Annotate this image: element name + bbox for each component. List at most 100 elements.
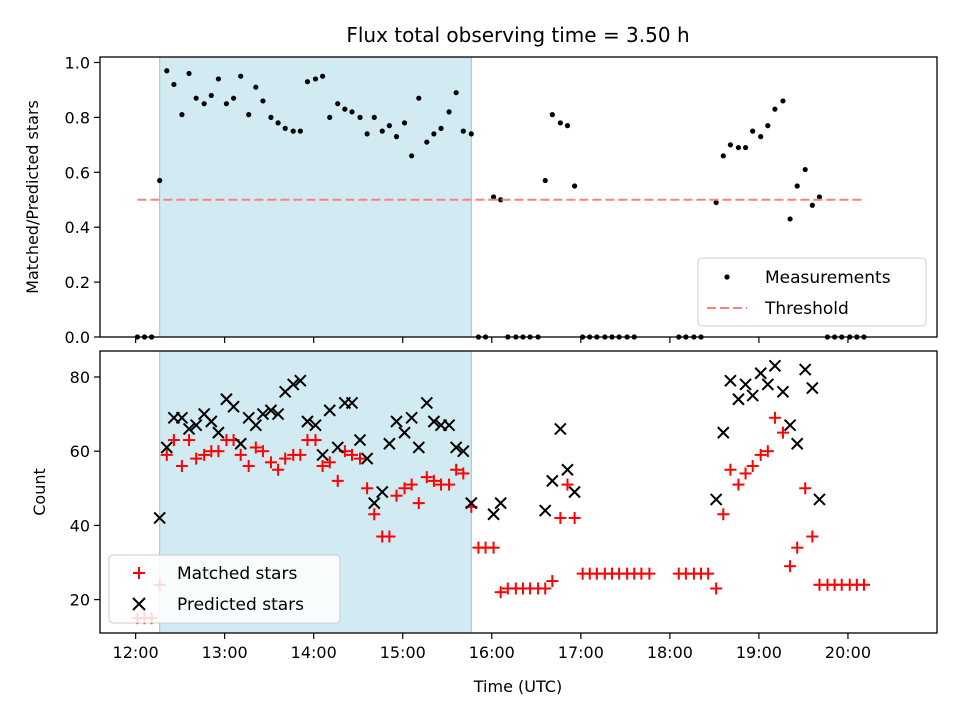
matched-stars-point — [405, 478, 418, 491]
predicted-stars-point — [709, 493, 723, 506]
measurements-point — [327, 114, 333, 120]
matched-stars-point — [234, 448, 247, 461]
measurements-point — [357, 114, 363, 120]
predicted-stars-point — [271, 407, 285, 421]
predicted-stars-point — [345, 396, 359, 410]
predicted-stars-point — [205, 415, 218, 428]
predicted-stars-point — [790, 437, 804, 450]
predicted-stars-point — [539, 504, 552, 517]
predicted-stars-point — [256, 407, 270, 421]
predicted-stars-point — [442, 419, 456, 432]
threshold-legend-label: Threshold — [764, 299, 849, 319]
measurements-point — [201, 101, 207, 107]
measurements-point — [320, 73, 326, 79]
measurements-point — [794, 183, 800, 189]
measurements-point — [342, 106, 348, 112]
measurements-point — [179, 112, 185, 118]
predicted-stars-point — [390, 415, 403, 428]
matched-stars-point — [754, 448, 767, 461]
matched-stars-point — [331, 474, 344, 487]
bottom-panel-legend: Matched stars Predicted stars — [108, 554, 341, 624]
measurements-point — [312, 76, 319, 82]
matched-stars-point — [175, 460, 188, 473]
measurements-point — [193, 95, 199, 101]
matched-stars-point — [412, 497, 425, 510]
top-panel: 0.0 0.2 0.4 0.6 0.8 1.0 Matched/Predicted sta… — [23, 53, 938, 347]
predicted-stars-point — [160, 441, 173, 454]
predicted-stars-point — [487, 508, 500, 521]
predicted-stars-point — [754, 367, 767, 380]
measurements-point — [282, 125, 288, 131]
predicted-stars-point — [813, 493, 826, 506]
matched-stars-point — [806, 530, 819, 543]
bottom-panel-series — [131, 359, 870, 625]
x-tick-label: 12:00 — [113, 643, 159, 662]
predicted-stars-point — [465, 496, 478, 510]
measurements-point — [335, 101, 341, 107]
matched-stars-point — [450, 463, 463, 476]
measurements-point — [549, 112, 555, 118]
measurements-point — [758, 134, 764, 140]
measurements-legend-marker — [724, 274, 730, 280]
measurements-point — [713, 199, 719, 206]
top-panel-y-axis: 0.0 0.2 0.4 0.6 0.8 1.0 — [65, 53, 100, 347]
matched-stars-point — [183, 434, 196, 447]
predicted-stars-point — [264, 404, 278, 417]
matched-stars-point — [309, 434, 322, 447]
matched-stars-point — [457, 467, 470, 480]
matched-stars-point — [272, 463, 285, 476]
measurements-point — [215, 76, 222, 82]
matched-stars-point — [443, 478, 456, 491]
predicted-stars-legend-label: Predicted stars — [177, 595, 304, 615]
predicted-stars-point — [783, 419, 797, 432]
bottom-panel-x-axis: 12:00 13:00 14:00 15:00 16:00 17:00 18:00 19:00… — [113, 633, 871, 662]
measurements-point — [765, 123, 771, 129]
x-tick-label: 14:00 — [291, 643, 337, 662]
x-tick-label: 17:00 — [558, 643, 604, 662]
x-tick-label: 20:00 — [825, 643, 871, 662]
measurements-point — [742, 144, 749, 151]
predicted-stars-point — [546, 474, 559, 488]
top-panel-frame — [99, 56, 938, 338]
predicted-stars-point — [761, 378, 775, 391]
x-tick-label: 15:00 — [380, 643, 426, 662]
y-tick-label: 0.0 — [65, 328, 90, 347]
measurements-point — [401, 120, 408, 126]
matched-stars-point — [539, 582, 552, 595]
predicted-stars-point — [554, 422, 567, 436]
measurements-point — [275, 120, 281, 126]
predicted-stars-point — [746, 389, 759, 402]
measurements-point — [727, 142, 734, 148]
y-tick-label: 80 — [70, 368, 90, 387]
measurements-point — [787, 216, 793, 222]
bottom-panel-frame — [99, 350, 938, 634]
bottom-legend-box — [108, 554, 341, 624]
measurements-point — [802, 166, 808, 173]
matched-stars-point — [724, 463, 737, 476]
matched-stars-point — [717, 508, 730, 521]
matched-stars-point — [546, 575, 559, 588]
top-legend-box — [697, 257, 927, 327]
measurements-point — [468, 131, 474, 137]
matched-stars-point — [554, 511, 567, 524]
measurements-point — [297, 128, 303, 134]
y-tick-label: 0.4 — [65, 218, 90, 237]
measurements-point — [453, 90, 459, 96]
measurements-point — [164, 68, 170, 74]
x-tick-label: 16:00 — [469, 643, 515, 662]
predicted-stars-point — [182, 422, 196, 436]
predicted-stars-point — [331, 441, 344, 454]
matched-stars-point — [784, 560, 797, 573]
predicted-stars-point — [420, 396, 433, 410]
measurements-point — [171, 81, 177, 88]
matched-stars-legend-marker — [133, 567, 145, 579]
predicted-stars-point — [368, 496, 381, 510]
matched-stars-point — [420, 471, 433, 484]
predicted-stars-point — [353, 433, 367, 447]
x-tick-label: 18:00 — [647, 643, 693, 662]
measurements-point — [364, 131, 370, 137]
measurements-point — [157, 177, 163, 184]
predicted-stars-point — [323, 404, 336, 417]
matched-stars-point — [761, 445, 774, 458]
matched-stars-point — [167, 434, 180, 447]
